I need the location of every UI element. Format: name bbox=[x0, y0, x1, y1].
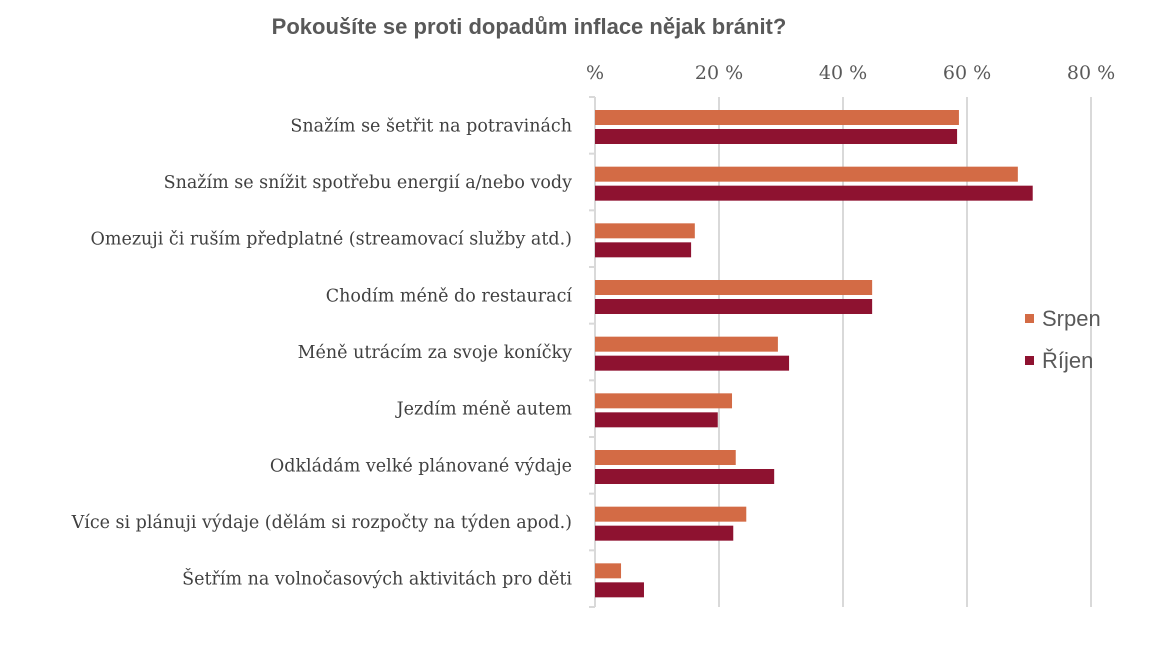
bar-říjen bbox=[595, 242, 692, 258]
legend-swatch bbox=[1025, 356, 1034, 365]
category-label: Chodím méně do restaurací bbox=[326, 286, 573, 306]
bar-říjen bbox=[595, 582, 644, 598]
legend-label: Říjen bbox=[1042, 348, 1093, 373]
bar-srpen bbox=[595, 280, 873, 295]
bar-srpen bbox=[595, 506, 747, 522]
bar-říjen bbox=[595, 129, 958, 144]
bar-říjen bbox=[595, 469, 775, 484]
category-label: Omezuji či ruším předplatné (streamovací… bbox=[91, 230, 572, 250]
category-label: Méně utrácím za svoje koníčky bbox=[298, 343, 572, 363]
chart-title: Pokoušíte se proti dopadům inflace nějak… bbox=[271, 14, 787, 39]
x-tick-label: 40 % bbox=[819, 62, 867, 84]
bar-srpen bbox=[595, 336, 778, 352]
legend-label: Srpen bbox=[1042, 306, 1101, 331]
bar-srpen bbox=[595, 223, 695, 239]
x-tick-label: 60 % bbox=[943, 62, 991, 84]
legend-swatch bbox=[1025, 314, 1034, 323]
bar-říjen bbox=[595, 412, 718, 428]
bar-srpen bbox=[595, 450, 736, 465]
bar-srpen bbox=[595, 110, 959, 125]
x-tick-label: 20 % bbox=[695, 62, 743, 84]
bar-říjen bbox=[595, 185, 1033, 201]
bar-srpen bbox=[595, 563, 622, 579]
bar-říjen bbox=[595, 525, 734, 541]
bar-srpen bbox=[595, 166, 1018, 182]
bar-srpen bbox=[595, 393, 733, 409]
x-tick-label: % bbox=[586, 62, 604, 84]
category-label: Odkládám velké plánované výdaje bbox=[270, 456, 572, 476]
x-tick-label: 80 % bbox=[1067, 62, 1115, 84]
category-label: Jezdím méně autem bbox=[395, 400, 573, 420]
category-label: Snažím se šetřit na potravinách bbox=[290, 116, 572, 136]
category-label: Snažím se snížit spotřebu energií a/nebo… bbox=[164, 173, 573, 193]
category-label: Více si plánuji výdaje (dělám si rozpočt… bbox=[71, 513, 572, 533]
category-label: Šetřím na volnočasových aktivitách pro d… bbox=[182, 569, 572, 590]
bar-říjen bbox=[595, 355, 790, 371]
bar-říjen bbox=[595, 299, 873, 314]
